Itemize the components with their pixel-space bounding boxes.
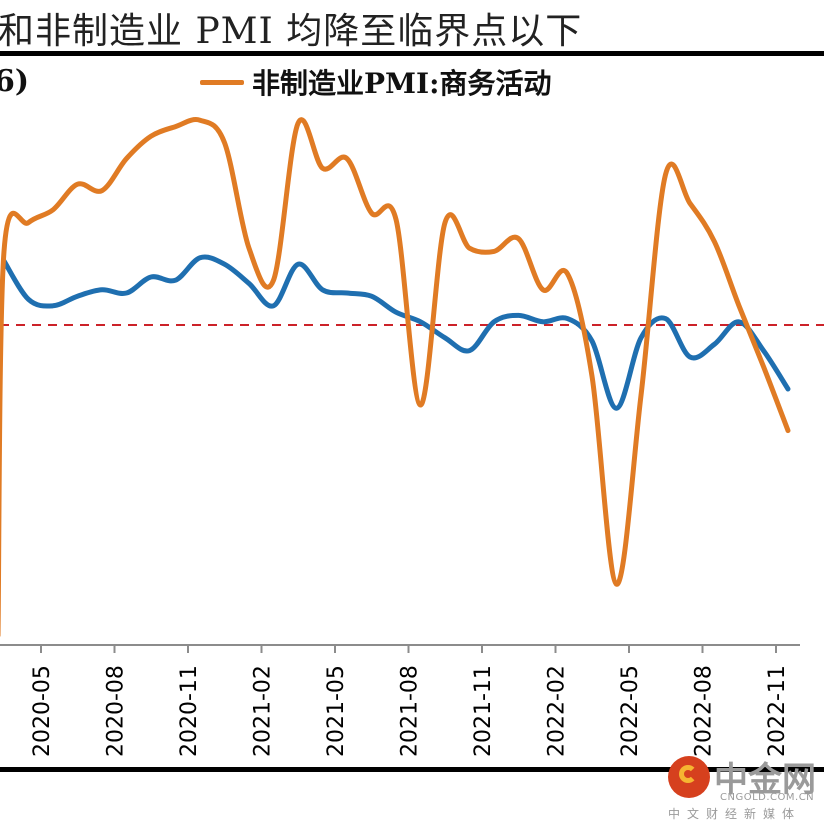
series-layer [0,117,791,637]
top-rule-divider [0,51,824,56]
x-tick-label: 2021-08 [398,665,423,757]
chart-title: 和非制造业 PMI 均降至临界点以下 [0,11,583,52]
watermark-domain: CNGOLD.COM.CN [720,792,815,803]
x-tick-label: 2020-08 [104,665,129,757]
x-tick-label: 2022-05 [618,665,643,757]
watermark-slogan: 中文财经新媒体 [668,807,802,821]
x-tick-label: 2020-11 [177,665,202,757]
bottom-rule-divider [0,767,824,772]
legend-swatch-orange [200,79,244,85]
series-line-blue [1,254,791,411]
x-tick-label: 2021-05 [324,665,349,757]
x-tick-label: 2022-02 [545,665,570,757]
watermark-name: 中金网 [714,760,816,800]
unit-label-fragment: 6) [0,64,30,99]
series-line-orange [0,117,791,637]
x-tick-label: 2021-11 [471,665,496,757]
x-tick-label: 2022-11 [765,665,790,757]
x-tick-label: 2022-08 [692,665,717,757]
cngold-logo-icon [668,756,710,798]
x-axis: 2020-05 2020-08 2020-11 2021-02 2021-05 2021-… [0,644,800,757]
x-tick-label: 2021-02 [251,665,276,757]
legend-label: 非制造业PMI:商务活动 [252,67,552,100]
legend: 非制造业PMI:商务活动 [200,62,551,102]
watermark: 中金网 CNGOLD.COM.CN 中文财经新媒体 [668,756,818,821]
x-tick-label: 2020-05 [30,665,55,757]
